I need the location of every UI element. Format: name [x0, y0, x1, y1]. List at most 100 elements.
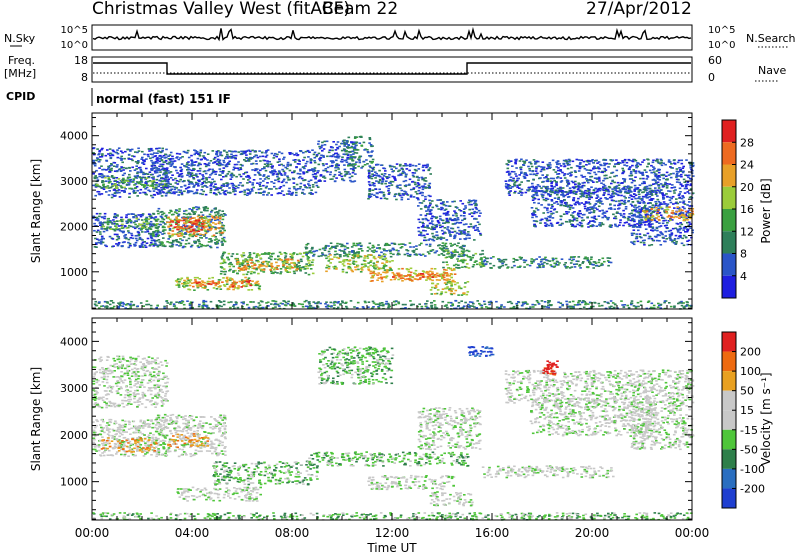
echo-cell [271, 174, 275, 176]
echo-cell [127, 220, 130, 222]
echo-cell [152, 181, 155, 184]
echo-cell [404, 176, 408, 178]
echo-cell [278, 160, 281, 163]
echo-cell [445, 217, 449, 220]
echo-cell [291, 152, 294, 155]
echo-cell [261, 191, 265, 194]
echo-cell [194, 192, 198, 194]
echo-cell [325, 270, 328, 273]
echo-cell [162, 186, 165, 189]
echo-cell [354, 163, 357, 165]
echo-cell [128, 166, 131, 169]
echo-cell [588, 261, 591, 264]
echo-cell [190, 209, 194, 211]
echo-cell [442, 276, 446, 279]
echo-cell [152, 223, 156, 225]
echo-cell [169, 151, 173, 154]
echo-cell [270, 253, 274, 255]
echo-cell [261, 269, 264, 271]
echo-cell [463, 286, 467, 288]
echo-cell [469, 200, 472, 203]
echo-cell [457, 222, 461, 224]
echo-cell [188, 221, 191, 223]
echo-cell [662, 177, 665, 180]
echo-cell [285, 167, 289, 170]
echo-cell [431, 238, 434, 241]
echo-cell [664, 183, 667, 185]
echo-cell [107, 176, 111, 179]
echo-cell [404, 185, 408, 188]
echo-cell [167, 155, 170, 157]
echo-cell [621, 172, 624, 175]
echo-cell [113, 215, 116, 218]
echo-cell [225, 165, 229, 167]
echo-cell [189, 245, 193, 248]
echo-cell [199, 236, 202, 239]
echo-cell [544, 256, 547, 259]
echo-cell [200, 183, 203, 186]
echo-cell [230, 283, 233, 286]
echo-cell [170, 164, 174, 166]
echo-cell [372, 246, 376, 248]
echo-cell [346, 153, 350, 156]
echo-cell [167, 225, 170, 228]
echo-cell [389, 279, 393, 281]
echo-cell [249, 284, 252, 287]
echo-cell [459, 287, 463, 290]
echo-cell [212, 162, 215, 164]
echo-cell [505, 183, 508, 185]
echo-cell [159, 163, 162, 166]
echo-cell [308, 251, 311, 254]
echo-cell [413, 172, 417, 174]
echo-cell [388, 182, 391, 184]
echo-cell [446, 267, 450, 269]
echo-cell [679, 170, 683, 172]
echo-cell [448, 230, 451, 233]
echo-cell [418, 202, 422, 204]
echo-cell [527, 180, 530, 182]
echo-cell [659, 162, 662, 165]
echo-cell [207, 162, 211, 164]
echo-cell [343, 259, 347, 261]
echo-cell [214, 211, 217, 214]
echo-cell [168, 159, 172, 161]
echo-cell [286, 165, 289, 167]
echo-cell [100, 193, 104, 195]
echo-cell [113, 223, 117, 225]
echo-cell [406, 164, 409, 167]
echo-cell [568, 258, 571, 261]
echo-cell [409, 196, 413, 198]
echo-cell [296, 154, 300, 156]
echo-cell [390, 184, 394, 186]
echo-cell [311, 261, 314, 264]
echo-cell [514, 259, 517, 261]
freq-tick-top: 18 [74, 54, 88, 67]
echo-cell [141, 246, 145, 248]
echo-cell [560, 258, 564, 260]
echo-cell [301, 192, 304, 194]
echo-cell [324, 168, 328, 170]
echo-cell [323, 180, 327, 182]
echo-cell [367, 269, 371, 272]
echo-cell [401, 267, 404, 270]
echo-cell [248, 266, 252, 268]
echo-cell [161, 149, 164, 152]
echo-cell [130, 234, 134, 237]
echo-cell [435, 292, 439, 295]
echo-cell [152, 190, 156, 192]
echo-cell [242, 173, 245, 175]
echo-cell [421, 253, 425, 256]
echo-cell [308, 151, 311, 153]
echo-cell [170, 188, 173, 191]
echo-cell [583, 175, 587, 178]
echo-cell [183, 282, 186, 284]
echo-cell [451, 279, 455, 282]
echo-cell [246, 262, 249, 265]
echo-cell [309, 179, 313, 181]
echo-cell [289, 256, 293, 258]
echo-cell [371, 150, 374, 152]
echo-cell [173, 211, 177, 213]
echo-cell [630, 178, 634, 180]
echo-cell [171, 158, 175, 160]
echo-cell [190, 160, 194, 163]
